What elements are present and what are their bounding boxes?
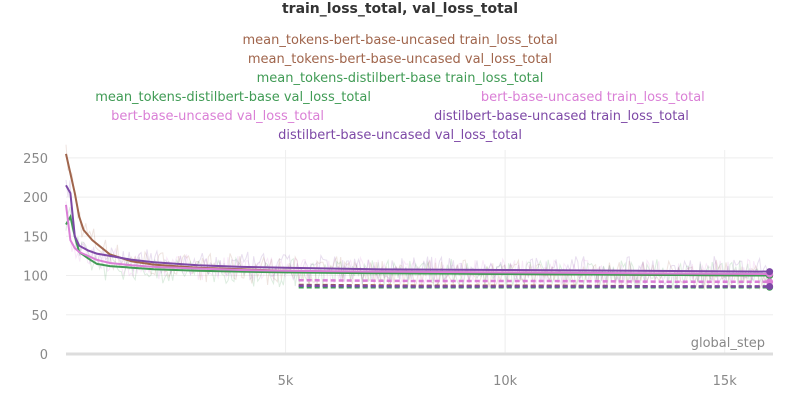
legend-entry: distilbert-base-uncased train_loss_total (434, 109, 689, 124)
x-tick-label: 15k (713, 374, 738, 389)
y-tick-label: 250 (23, 152, 48, 167)
series-end-point (766, 283, 774, 291)
legend: mean_tokens-bert-base-uncased train_loss… (95, 33, 705, 143)
legend-entry: bert-base-uncased train_loss_total (481, 90, 705, 105)
x-axis-label: global_step (691, 336, 765, 351)
series-end-point (766, 268, 774, 276)
legend-entry: distilbert-base-uncased val_loss_total (278, 128, 522, 143)
y-tick-label: 0 (40, 348, 48, 363)
gridlines (66, 150, 773, 354)
legend-entry: mean_tokens-distilbert-base train_loss_t… (257, 71, 544, 86)
series-line (65, 184, 769, 273)
series-line (298, 278, 769, 284)
legend-entry: mean_tokens-distilbert-base val_loss_tot… (95, 90, 371, 105)
legend-entry: bert-base-uncased val_loss_total (111, 109, 324, 124)
series-lines (65, 153, 774, 291)
series-line (298, 284, 769, 288)
axes: 0 50 100 150 200 250 5k 10k 15k (23, 152, 773, 389)
legend-entry: mean_tokens-bert-base-uncased val_loss_t… (248, 52, 552, 67)
chart-title: train_loss_total, val_loss_total (282, 1, 518, 17)
y-tick-label: 100 (23, 270, 48, 285)
x-tick-label: 10k (493, 374, 518, 389)
legend-entry: mean_tokens-bert-base-uncased train_loss… (243, 33, 558, 48)
y-tick-label: 200 (23, 191, 48, 206)
y-tick-label: 150 (23, 230, 48, 245)
y-tick-label: 50 (31, 309, 48, 324)
x-tick-label: 5k (278, 374, 294, 389)
series-line (65, 204, 769, 275)
series-line (65, 213, 769, 277)
raw-noise-line (65, 207, 768, 290)
series-line (65, 153, 769, 277)
